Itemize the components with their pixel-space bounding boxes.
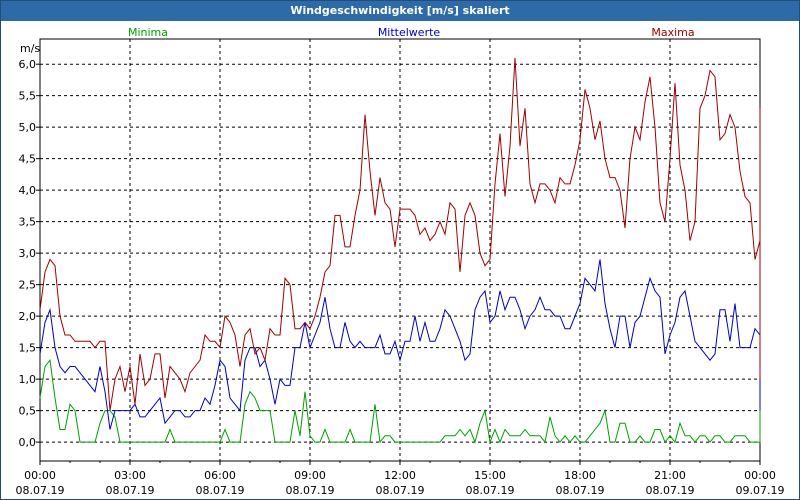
x-tick-time: 12:00 — [384, 469, 416, 482]
y-tick-label: 0,0 — [19, 436, 37, 449]
x-tick-date: 08.07.19 — [646, 484, 695, 497]
series-line-maxima — [39, 57, 761, 411]
y-tick-label: 4,0 — [19, 184, 37, 197]
axes: 0,0 0,5 1,0 1,5 2,0 2,5 3,0 3,5 4,0 4,5 5,0 5,5 6,0 0… — [16, 38, 785, 497]
legend-mittelwerte: Mittelwerte — [378, 26, 441, 39]
y-tick-label: 3,0 — [19, 247, 37, 260]
x-tick-time: 00:00 — [24, 469, 56, 482]
x-tick-date: 08.07.19 — [16, 484, 65, 497]
legend: Minima Mittelwerte Maxima — [128, 26, 695, 39]
x-tick-time: 18:00 — [564, 469, 596, 482]
x-tick-time: 09:00 — [294, 469, 326, 482]
x-tick-time: 00:00 — [744, 469, 776, 482]
x-tick-date: 08.07.19 — [376, 484, 425, 497]
y-tick-label: 1,0 — [19, 373, 37, 386]
y-tick-label: 2,5 — [19, 279, 37, 292]
chart-title: Windgeschwindigkeit [m/s] skaliert — [1, 1, 799, 21]
series-lines — [39, 57, 761, 444]
x-tick-time: 15:00 — [474, 469, 506, 482]
x-tick-date: 08.07.19 — [286, 484, 335, 497]
y-tick-label: 0,5 — [19, 405, 37, 418]
y-tick-label: 6,0 — [19, 58, 37, 71]
grid — [40, 39, 760, 461]
y-tick-label: 3,5 — [19, 216, 37, 229]
y-axis-label: m/s — [20, 42, 40, 55]
y-tick-label: 2,0 — [19, 310, 37, 323]
y-tick-label: 4,5 — [19, 153, 37, 166]
y-tick-label: 1,5 — [19, 342, 37, 355]
x-tick-date: 08.07.19 — [196, 484, 245, 497]
x-tick-date: 08.07.19 — [556, 484, 605, 497]
legend-maxima: Maxima — [651, 26, 694, 39]
y-tick-label: 5,5 — [19, 90, 37, 103]
legend-minima: Minima — [128, 26, 168, 39]
x-tick-time: 03:00 — [114, 469, 146, 482]
x-tick-time: 06:00 — [204, 469, 236, 482]
x-tick-date: 08.07.19 — [466, 484, 515, 497]
x-tick-date: 09.07.19 — [736, 484, 785, 497]
y-tick-label: 5,0 — [19, 121, 37, 134]
x-tick-date: 08.07.19 — [106, 484, 155, 497]
x-tick-time: 21:00 — [654, 469, 686, 482]
